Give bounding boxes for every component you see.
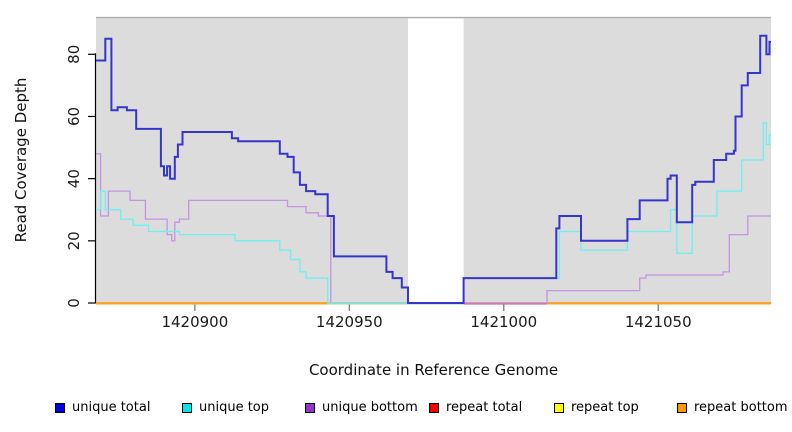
x-tick-label: 1420900 xyxy=(161,313,228,331)
y-tick-label: 20 xyxy=(65,231,83,250)
x-tick-label: 1421000 xyxy=(470,313,537,331)
x-tick-label: 1420950 xyxy=(316,313,383,331)
y-tick-label: 40 xyxy=(65,169,83,188)
series-unique-total-line xyxy=(96,34,771,304)
masked-region xyxy=(408,18,464,303)
x-axis-label: Coordinate in Reference Genome xyxy=(308,361,559,379)
y-tick-label: 0 xyxy=(65,298,83,308)
y-tick-label: 60 xyxy=(65,107,83,126)
series-unique-top-line xyxy=(96,122,771,304)
x-tick-label: 1421050 xyxy=(625,313,692,331)
series-unique-bottom-line xyxy=(96,153,771,304)
y-tick-label: 80 xyxy=(65,45,83,64)
y-axis-label: Read Coverage Depth xyxy=(12,77,30,243)
